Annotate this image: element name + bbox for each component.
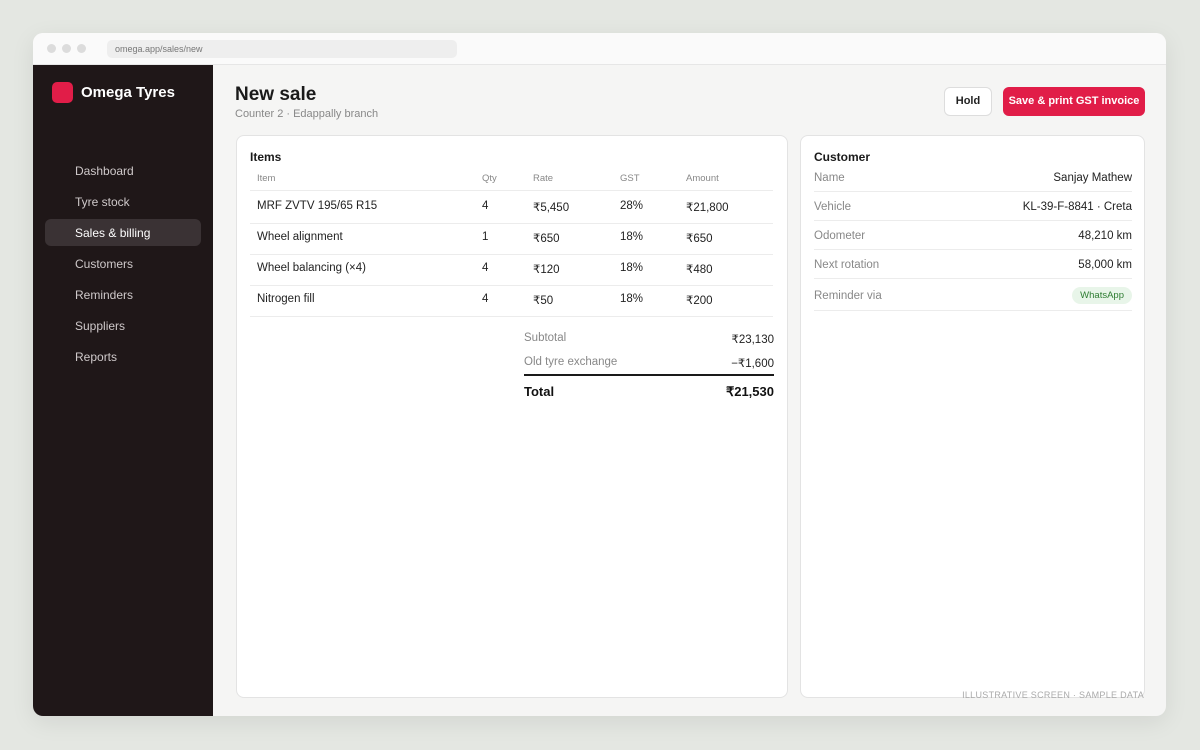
card-title: Items	[250, 150, 282, 164]
cell: Wheel balancing (×4)	[257, 262, 366, 274]
row-divider	[814, 191, 1132, 192]
cell: Wheel alignment	[257, 231, 343, 243]
logo	[52, 82, 73, 103]
total-divider	[524, 374, 774, 376]
column-header: Amount	[686, 173, 719, 184]
cell: 18%	[620, 262, 644, 274]
field-label: Odometer	[814, 230, 866, 242]
row-divider	[250, 316, 773, 317]
nav-item[interactable]: Dashboard	[45, 157, 201, 184]
nav-item[interactable]: Tyre stock	[45, 188, 201, 215]
nav-label: Customers	[75, 257, 134, 271]
browser-bar: omega.app/sales/new	[33, 33, 1166, 65]
nav-item[interactable]: Suppliers	[45, 312, 201, 339]
nav-label: Sales & billing	[75, 226, 151, 240]
cell: ₹21,800	[686, 202, 729, 214]
row-divider	[250, 254, 773, 255]
row-divider	[814, 278, 1132, 279]
page-subtitle: Counter 2 · Edappally branch	[235, 108, 379, 120]
card-title: Customer	[814, 150, 871, 164]
window-dot	[47, 44, 56, 53]
row-divider	[814, 249, 1132, 250]
column-header: Rate	[533, 173, 554, 184]
url-bar[interactable]: omega.app/sales/new	[107, 40, 457, 58]
window-dot	[77, 44, 86, 53]
field-value: KL-39-F-8841 · Creta	[1022, 201, 1132, 213]
field-label: Reminder via	[814, 290, 882, 302]
nav-item[interactable]: Customers	[45, 250, 201, 277]
cell: ₹200	[686, 295, 713, 307]
field-label: Name	[814, 172, 845, 184]
save-print-button[interactable]: Save & print GST invoice	[1003, 87, 1145, 116]
cell: ₹480	[686, 264, 713, 276]
total-label: Subtotal	[524, 332, 567, 344]
nav-label: Reports	[75, 350, 118, 364]
row-divider	[250, 285, 773, 286]
field-label: Vehicle	[814, 201, 852, 213]
cell: ₹650	[533, 233, 560, 245]
cell: ₹650	[686, 233, 713, 245]
cell: 18%	[620, 293, 644, 305]
grand-total-value: ₹21,530	[725, 384, 774, 399]
nav-item[interactable]: Sales & billing	[45, 219, 201, 246]
column-header: Qty	[482, 173, 497, 184]
row-divider	[250, 190, 773, 191]
cell: 4	[482, 293, 489, 305]
nav-item[interactable]: Reports	[45, 343, 201, 370]
cell: 18%	[620, 231, 644, 243]
field-value: Sanjay Mathew	[1053, 172, 1132, 184]
reminder-badge: WhatsApp	[1072, 287, 1132, 304]
nav-label: Reminders	[75, 288, 134, 302]
total-value: ₹23,130	[731, 334, 775, 346]
field-value: 58,000 km	[1078, 259, 1132, 271]
row-divider	[814, 310, 1132, 311]
cell: 28%	[620, 200, 644, 212]
grand-total-label: Total	[524, 384, 555, 399]
field-label: Next rotation	[814, 259, 880, 271]
items-card: Items Item Qty Rate GST Amount MRF ZVTV 195/6…	[236, 135, 788, 698]
page-title: New sale	[235, 84, 317, 105]
cell: 4	[482, 200, 489, 212]
totals: Subtotal ₹23,130 Old tyre exchange −₹1,600 T…	[524, 332, 774, 412]
cell: MRF ZVTV 195/65 R15	[257, 200, 378, 212]
row-divider	[814, 220, 1132, 221]
sidebar: Omega Tyres Dashboard Tyre stock Sales & b…	[33, 65, 213, 716]
column-header: GST	[620, 173, 640, 184]
items-table: Item Qty Rate GST Amount MRF ZVTV 195/65 R15 4…	[250, 173, 773, 373]
total-label: Old tyre exchange	[524, 356, 618, 368]
field-value: 48,210 km	[1078, 230, 1132, 242]
nav-label: Suppliers	[75, 319, 126, 333]
cell: 4	[482, 262, 489, 274]
footer-note: ILLUSTRATIVE SCREEN · SAMPLE DATA	[962, 690, 1144, 700]
brand: Omega Tyres	[81, 84, 175, 101]
cell: Nitrogen fill	[257, 293, 315, 305]
column-header: Item	[257, 173, 276, 184]
browser-window: omega.app/sales/new Omega Tyres Dashboar…	[33, 33, 1166, 716]
nav-item[interactable]: Reminders	[45, 281, 201, 308]
window-dot	[62, 44, 71, 53]
cell: ₹120	[533, 264, 560, 276]
cell: ₹5,450	[533, 202, 570, 214]
cell: ₹50	[533, 295, 554, 307]
total-value: −₹1,600	[731, 358, 774, 370]
customer-fields: Name Sanjay Mathew Vehicle KL-39-F-8841 · C…	[814, 172, 1132, 332]
hold-button[interactable]: Hold	[944, 87, 992, 116]
cell: 1	[482, 231, 489, 243]
nav-label: Tyre stock	[75, 195, 130, 209]
row-divider	[250, 223, 773, 224]
customer-card: Customer Name Sanjay Mathew Vehicle KL-39-F…	[800, 135, 1145, 698]
nav-label: Dashboard	[75, 164, 134, 178]
